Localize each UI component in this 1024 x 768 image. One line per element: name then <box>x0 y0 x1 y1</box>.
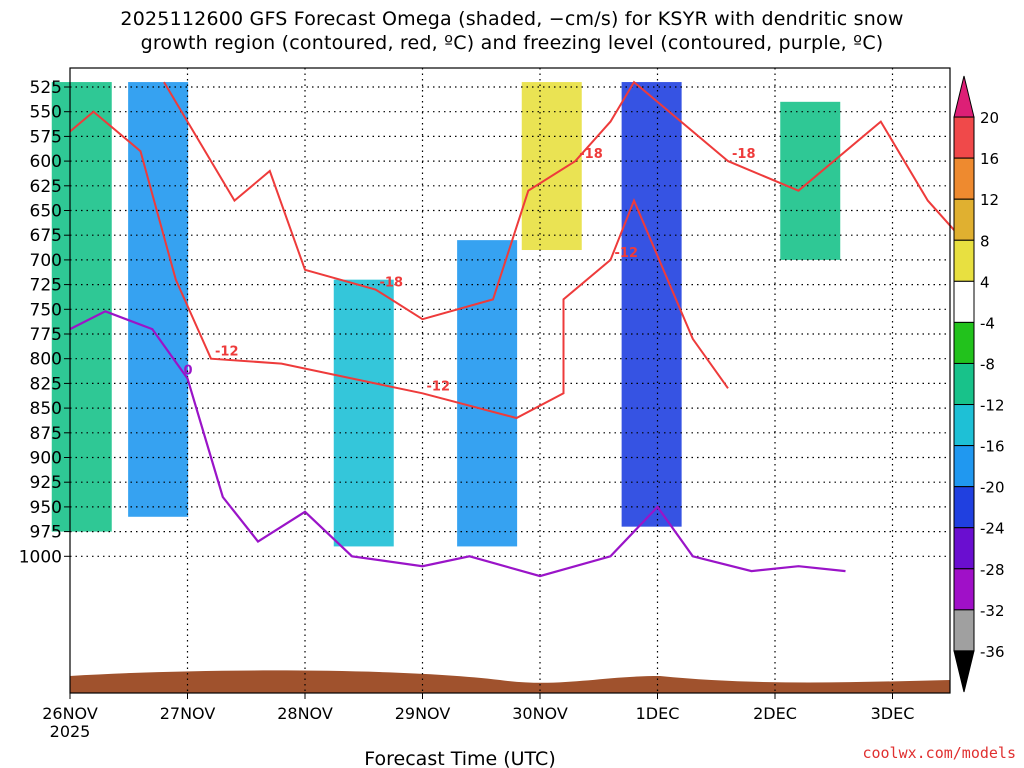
omega-shade-region <box>333 279 394 547</box>
x-tick-label: 27NOV <box>160 704 216 723</box>
colorbar-tick-label: 20 <box>980 109 999 127</box>
colorbar-segment <box>953 280 975 323</box>
chart-title-line1: 2025112600 GFS Forecast Omega (shaded, −… <box>120 8 904 30</box>
chart-title-line2: growth region (contoured, red, ºC) and f… <box>140 32 884 54</box>
omega-shade-region <box>621 82 682 527</box>
colorbar-segment <box>953 568 975 611</box>
x-tick-label: 2DEC <box>753 704 797 723</box>
x-tick-label: 3DEC <box>871 704 915 723</box>
colorbar-tick-label: 16 <box>980 150 999 168</box>
x-sub-label: 2025 <box>50 722 91 741</box>
y-tick-label: 550 <box>30 103 62 123</box>
y-tick-label: 525 <box>30 78 62 98</box>
watermark: coolwx.com/models <box>862 744 1016 762</box>
colorbar-tick-label: -16 <box>980 438 1005 456</box>
dgz-contour-label: -18 <box>732 147 756 162</box>
colorbar-tick-label: 12 <box>980 191 999 209</box>
terrain-surface <box>70 670 950 693</box>
y-tick-label: 900 <box>30 449 62 469</box>
colorbar-segment <box>953 527 975 570</box>
dgz-contour-label: -12 <box>615 246 639 261</box>
colorbar-segment <box>953 239 975 282</box>
x-tick-label: 1DEC <box>636 704 680 723</box>
colorbar-segment <box>953 157 975 200</box>
y-tick-label: 925 <box>30 473 62 493</box>
colorbar-tick-label: -32 <box>980 602 1005 620</box>
y-tick-label: 700 <box>30 251 62 271</box>
dgz-contour-label: -12 <box>427 379 451 394</box>
x-tick-label: 26NOV <box>42 704 98 723</box>
colorbar-tick-label: -4 <box>980 314 995 332</box>
colorbar-segment <box>953 445 975 488</box>
y-tick-label: 750 <box>30 300 62 320</box>
y-tick-label: 725 <box>30 276 62 296</box>
x-tick-label: 29NOV <box>395 704 451 723</box>
y-tick-label: 775 <box>30 325 62 345</box>
colorbar-segment <box>953 650 975 693</box>
y-tick-label: 575 <box>30 127 62 147</box>
colorbar-tick-label: -28 <box>980 561 1005 579</box>
colorbar-tick-label: -20 <box>980 479 1005 497</box>
omega-shade-region <box>128 82 189 517</box>
dgz-contour-label: -18 <box>380 276 404 291</box>
x-tick-label: 28NOV <box>277 704 333 723</box>
freezing-level-label: 0 <box>184 363 193 378</box>
colorbar-segment <box>953 75 975 118</box>
colorbar-tick-label: 4 <box>980 273 990 291</box>
dgz-contour-line <box>69 110 729 420</box>
x-tick-label: 30NOV <box>512 704 568 723</box>
colorbar-segment <box>953 362 975 406</box>
y-tick-label: 975 <box>30 523 62 543</box>
y-tick-label: 850 <box>30 399 62 419</box>
colorbar-segment <box>953 116 975 159</box>
colorbar-tick-label: -8 <box>980 355 995 373</box>
plot-frame <box>69 67 951 694</box>
colorbar-segment <box>953 198 975 241</box>
colorbar-segment <box>953 404 975 447</box>
colorbar-tick-label: -12 <box>980 397 1005 415</box>
colorbar-tick-label: -36 <box>980 643 1005 661</box>
colorbar-tick-label: 8 <box>980 232 990 250</box>
y-tick-label: 825 <box>30 374 62 394</box>
y-tick-label: 800 <box>30 350 62 370</box>
y-tick-label: 950 <box>30 498 62 518</box>
omega-shade-region <box>521 82 582 251</box>
dgz-contour-label: -18 <box>579 147 603 162</box>
freezing-level-line <box>69 310 846 578</box>
omega-shade-region <box>457 240 518 547</box>
omega-shade-region <box>51 82 112 532</box>
x-axis-label: Forecast Time (UTC) <box>364 748 555 768</box>
colorbar-segment <box>953 486 975 529</box>
y-tick-label: 600 <box>30 152 62 172</box>
dgz-contour-label: -12 <box>215 345 239 360</box>
y-tick-label: 675 <box>30 226 62 246</box>
colorbar-segment <box>953 609 975 652</box>
y-tick-label: 625 <box>30 177 62 197</box>
y-tick-label: 875 <box>30 424 62 444</box>
y-tick-label: 1000 <box>19 547 62 567</box>
y-tick-label: 650 <box>30 202 62 222</box>
colorbar-segment <box>953 321 975 364</box>
dgz-contour-line <box>163 80 964 321</box>
colorbar-tick-label: -24 <box>980 520 1005 538</box>
